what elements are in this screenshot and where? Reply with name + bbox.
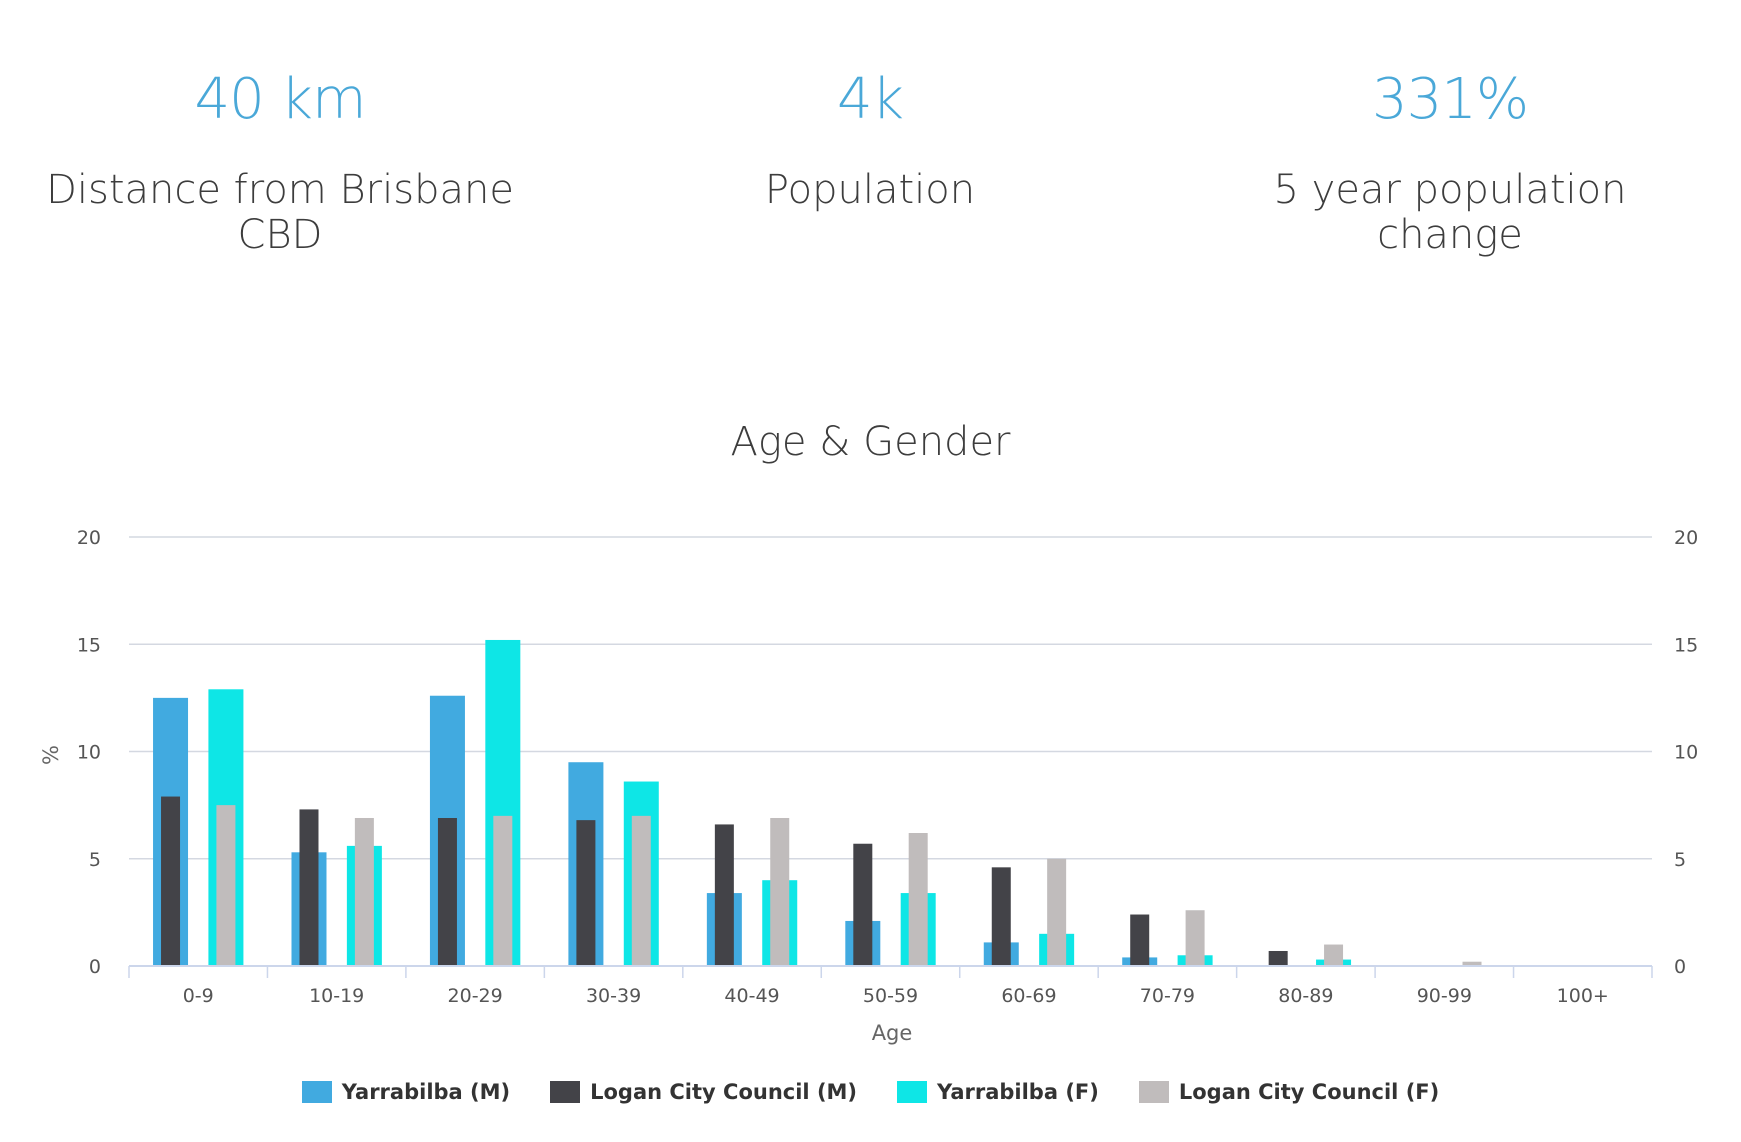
legend-swatch-logan-f — [1138, 1081, 1169, 1103]
y-tick-label-left: 10 — [77, 742, 101, 764]
stat-population-change-value: 331% — [1371, 67, 1529, 132]
legend-item-logan-m[interactable]: Logan City Council (M) — [550, 1080, 857, 1104]
x-tick-label: 0-9 — [183, 985, 214, 1007]
bar-logan-city-council-m-0-9[interactable] — [161, 796, 181, 966]
y-tick-label-right: 0 — [1674, 956, 1686, 978]
stat-population-change: 331% 5 year population change — [1210, 60, 1690, 258]
x-tick-label: 30-39 — [586, 985, 641, 1007]
legend-item-yarrabilba-m[interactable]: Yarrabilba (M) — [301, 1080, 511, 1104]
x-tick-label: 90-99 — [1417, 985, 1472, 1007]
stat-distance-value: 40 km — [194, 67, 366, 132]
x-tick-label: 40-49 — [724, 985, 779, 1007]
y-axis-title: % — [39, 745, 63, 765]
bar-logan-city-council-f-90-99[interactable] — [1462, 961, 1482, 966]
y-tick-label-left: 15 — [77, 634, 101, 656]
bar-logan-city-council-f-50-59[interactable] — [908, 833, 928, 966]
stat-population-change-label: 5 year population change — [1273, 167, 1627, 258]
x-axis-title: Age — [872, 1021, 913, 1045]
bar-logan-city-council-m-80-89[interactable] — [1268, 950, 1288, 966]
chart-legend: Yarrabilba (M) Logan City Council (M) Ya… — [0, 1080, 1741, 1104]
y-tick-label-left: 0 — [89, 956, 101, 978]
bar-logan-city-council-f-80-89[interactable] — [1324, 944, 1344, 966]
bar-logan-city-council-f-70-79[interactable] — [1185, 910, 1205, 966]
y-tick-label-right: 15 — [1674, 634, 1698, 656]
bar-logan-city-council-f-60-69[interactable] — [1047, 858, 1067, 966]
bar-logan-city-council-m-10-19[interactable] — [299, 809, 319, 966]
stats-row: 40 km Distance from Brisbane CBD 4k Popu… — [0, 60, 1741, 290]
legend-swatch-logan-m — [550, 1081, 581, 1103]
x-tick-label: 70-79 — [1140, 985, 1195, 1007]
legend-item-logan-f[interactable]: Logan City Council (F) — [1138, 1080, 1440, 1104]
bar-logan-city-council-f-10-19[interactable] — [354, 817, 374, 966]
x-tick-label: 20-29 — [448, 985, 503, 1007]
chart-title: Age & Gender — [730, 419, 1011, 465]
y-tick-label-right: 10 — [1674, 742, 1698, 764]
bar-logan-city-council-f-30-39[interactable] — [631, 815, 651, 966]
x-tick-label: 10-19 — [309, 985, 364, 1007]
x-tick-label: 100+ — [1557, 985, 1609, 1007]
stat-distance: 40 km Distance from Brisbane CBD — [40, 60, 520, 258]
stat-distance-label: Distance from Brisbane CBD — [46, 167, 514, 258]
stat-population-label: Population — [764, 167, 976, 213]
bar-logan-city-council-m-70-79[interactable] — [1130, 914, 1150, 966]
stat-population-value: 4k — [836, 67, 904, 132]
bar-logan-city-council-f-0-9[interactable] — [216, 805, 236, 966]
bar-logan-city-council-f-20-29[interactable] — [493, 815, 513, 966]
y-tick-label-left: 20 — [77, 527, 101, 549]
legend-label-logan-m: Logan City Council (M) — [590, 1080, 858, 1104]
legend-label-yarrabilba-m: Yarrabilba (M) — [341, 1080, 511, 1104]
bar-logan-city-council-m-30-39[interactable] — [576, 820, 596, 966]
x-tick-label: 80-89 — [1278, 985, 1333, 1007]
bar-logan-city-council-m-40-49[interactable] — [714, 824, 734, 966]
bar-logan-city-council-m-60-69[interactable] — [991, 867, 1011, 966]
x-tick-label: 50-59 — [863, 985, 918, 1007]
legend-item-yarrabilba-f[interactable]: Yarrabilba (F) — [897, 1080, 1099, 1104]
legend-swatch-yarrabilba-m — [301, 1081, 332, 1103]
y-tick-label-right: 5 — [1674, 849, 1686, 871]
y-tick-label-right: 20 — [1674, 527, 1698, 549]
legend-swatch-yarrabilba-f — [897, 1081, 928, 1103]
x-tick-label: 60-69 — [1001, 985, 1056, 1007]
stat-population: 4k Population — [630, 60, 1110, 213]
bar-logan-city-council-m-50-59[interactable] — [853, 843, 873, 966]
legend-label-logan-f: Logan City Council (F) — [1178, 1080, 1440, 1104]
bar-logan-city-council-f-40-49[interactable] — [770, 817, 790, 966]
legend-label-yarrabilba-f: Yarrabilba (F) — [937, 1080, 1099, 1104]
bar-logan-city-council-m-20-29[interactable] — [437, 817, 457, 966]
y-tick-label-left: 5 — [89, 849, 101, 871]
